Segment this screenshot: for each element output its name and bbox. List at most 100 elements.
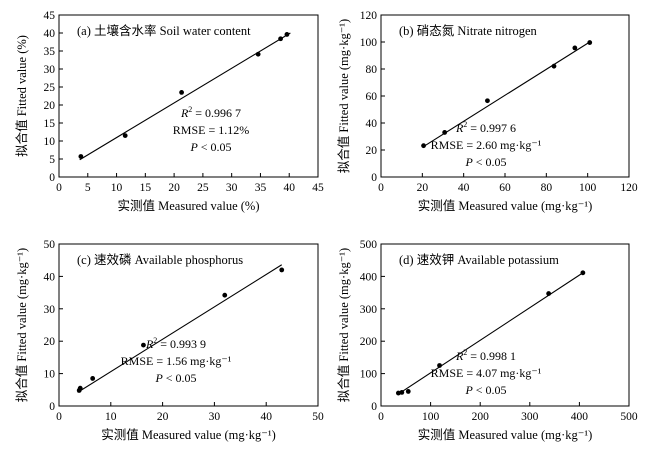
r-squared-label: R2 = 0.993 9 xyxy=(145,336,206,351)
plot-frame xyxy=(58,14,319,178)
data-point xyxy=(77,385,83,391)
y-tick-label: 100 xyxy=(360,37,378,49)
y-tick-label: 40 xyxy=(44,28,56,40)
p-value-label: P < 0.05 xyxy=(464,383,506,397)
x-tick-label: 100 xyxy=(422,411,440,423)
y-tick-label: 45 xyxy=(44,10,56,22)
p-symbol: P xyxy=(464,155,473,169)
p-value: < 0.05 xyxy=(473,383,507,397)
y-tick-label: 20 xyxy=(366,145,378,157)
fit-line xyxy=(422,41,591,148)
data-point xyxy=(122,133,128,139)
rmse-label: RMSE = 2.60 mg·kg⁻¹ xyxy=(431,138,542,152)
x-tick-label: 20 xyxy=(168,182,180,194)
data-point xyxy=(546,291,552,296)
y-tick-label: 100 xyxy=(360,369,378,381)
x-tick-label: 40 xyxy=(260,411,272,423)
p-symbol: P xyxy=(189,140,198,154)
y-tick-label: 40 xyxy=(44,271,56,283)
r2-value: = 0.993 9 xyxy=(157,337,206,351)
y-tick-label: 20 xyxy=(44,100,56,112)
x-tick-label: 20 xyxy=(417,182,429,194)
y-tick-label: 120 xyxy=(360,10,378,22)
r2-superscript: 2 xyxy=(463,120,467,129)
r2-symbol: R xyxy=(455,121,464,135)
p-value-label: P < 0.05 xyxy=(464,155,506,169)
y-axis-label: 拟合值 Fitted value (mg·kg⁻¹) xyxy=(336,19,351,173)
fit-line xyxy=(397,272,584,396)
r-squared-label: R2 = 0.998 1 xyxy=(455,348,516,363)
panel-title: (a) 土壤含水率 Soil water content xyxy=(77,23,251,38)
data-point xyxy=(279,267,285,273)
x-tick-label: 10 xyxy=(105,411,117,423)
panel-b: 0 20 40 60 80 100 120 0 20 40 60 80 100 120 实测值 Measur… xyxy=(336,10,638,213)
data-point xyxy=(551,63,557,69)
x-tick-label: 20 xyxy=(157,411,169,423)
x-tick-label: 400 xyxy=(571,411,589,423)
rmse-label: RMSE = 4.07 mg·kg⁻¹ xyxy=(431,366,542,380)
r2-value: = 0.998 1 xyxy=(467,349,516,363)
fit-line xyxy=(79,32,291,161)
x-tick-label: 0 xyxy=(378,182,384,194)
y-tick-label: 5 xyxy=(49,154,55,166)
plot-frame xyxy=(58,243,319,407)
data-point xyxy=(572,45,578,51)
plot-frame xyxy=(380,14,630,178)
x-tick-label: 30 xyxy=(209,411,221,423)
y-tick-label: 20 xyxy=(44,336,56,348)
data-point xyxy=(405,389,411,394)
y-tick-label: 0 xyxy=(371,172,377,184)
x-tick-label: 0 xyxy=(56,182,62,194)
panel-title: (b) 硝态氮 Nitrate nitrogen xyxy=(399,23,538,38)
data-point xyxy=(437,363,442,368)
p-value: < 0.05 xyxy=(473,155,507,169)
y-axis-label: 拟合值 Fitted value (mg·kg⁻¹) xyxy=(336,248,351,402)
x-tick-label: 100 xyxy=(579,182,597,194)
x-tick-label: 200 xyxy=(472,411,490,423)
p-symbol: P xyxy=(154,371,163,385)
y-axis-label: 拟合值 Fitted value (%) xyxy=(14,35,29,157)
y-tick-label: 500 xyxy=(360,239,378,251)
x-tick-label: 0 xyxy=(56,411,62,423)
data-point xyxy=(78,154,84,159)
p-symbol: P xyxy=(464,383,473,397)
y-tick-label: 40 xyxy=(366,118,378,130)
r2-superscript: 2 xyxy=(463,348,467,357)
y-tick-label: 30 xyxy=(44,64,56,76)
x-tick-label: 25 xyxy=(197,182,209,194)
x-tick-label: 45 xyxy=(312,182,324,194)
y-tick-label: 0 xyxy=(49,172,55,184)
y-tick-label: 30 xyxy=(44,304,56,316)
y-tick-label: 400 xyxy=(360,271,378,283)
y-tick-label: 35 xyxy=(44,46,56,58)
data-point xyxy=(141,342,146,348)
y-tick-label: 25 xyxy=(44,82,56,94)
data-point xyxy=(421,143,426,149)
y-tick-label: 0 xyxy=(371,401,377,413)
panel-c: 0 10 20 30 40 50 0 10 20 30 40 50 实测值 Measured value… xyxy=(14,239,324,442)
x-tick-label: 60 xyxy=(499,182,511,194)
r2-superscript: 2 xyxy=(188,105,192,114)
fit-line xyxy=(77,264,283,393)
x-tick-label: 5 xyxy=(85,182,91,194)
p-value: < 0.05 xyxy=(163,371,197,385)
r2-superscript: 2 xyxy=(153,336,157,345)
panel-title: (d) 速效钾 Available potassium xyxy=(399,252,559,267)
data-point xyxy=(90,376,96,381)
x-tick-label: 10 xyxy=(111,182,123,194)
x-axis-label: 实测值 Measured value (mg·kg⁻¹) xyxy=(418,427,593,442)
y-tick-label: 80 xyxy=(366,64,378,76)
r2-symbol: R xyxy=(455,349,464,363)
x-tick-label: 30 xyxy=(226,182,238,194)
y-axis-label: 拟合值 Fitted value (mg·kg⁻¹) xyxy=(14,248,29,402)
y-tick-label: 200 xyxy=(360,336,378,348)
data-point xyxy=(284,32,290,37)
x-tick-label: 80 xyxy=(541,182,553,194)
y-tick-label: 15 xyxy=(44,118,56,130)
p-value-label: P < 0.05 xyxy=(189,140,231,154)
data-point xyxy=(587,40,593,45)
x-tick-label: 40 xyxy=(283,182,295,194)
x-tick-label: 0 xyxy=(378,411,384,423)
rmse-label: RMSE = 1.56 mg·kg⁻¹ xyxy=(121,354,232,368)
